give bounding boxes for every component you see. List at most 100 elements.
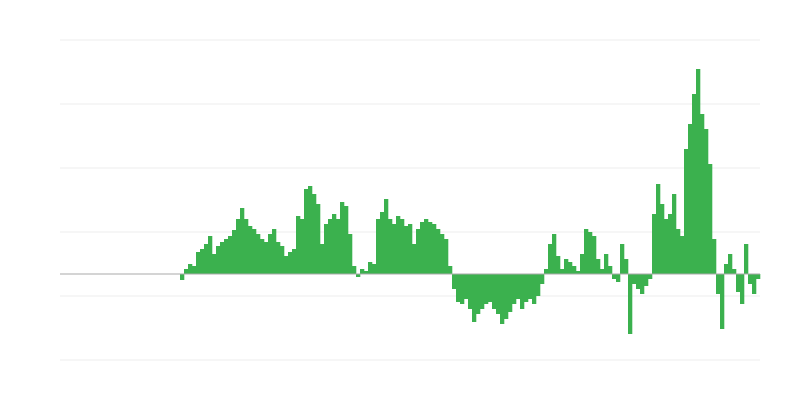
bar [300, 219, 305, 274]
bar [492, 274, 497, 309]
bar [340, 202, 345, 274]
bar [360, 269, 365, 274]
bar [428, 222, 433, 274]
bar [432, 224, 437, 274]
bar [204, 244, 209, 274]
bar [556, 256, 561, 274]
bar [676, 229, 681, 274]
bar [616, 274, 621, 282]
bar [664, 219, 669, 274]
bar [696, 69, 701, 274]
bar [708, 164, 713, 274]
bar [592, 236, 597, 274]
grid [60, 39, 760, 361]
bar [700, 114, 705, 274]
bar [724, 264, 729, 274]
bar [444, 239, 449, 274]
bar [680, 236, 685, 274]
bar [212, 254, 217, 274]
bar [192, 266, 197, 274]
bar [276, 242, 281, 274]
bar [604, 254, 609, 274]
bar [520, 274, 525, 309]
bar [268, 234, 273, 274]
bar [380, 212, 385, 274]
bar [568, 262, 573, 274]
bar [560, 269, 565, 274]
bar [440, 234, 445, 274]
bar [304, 189, 309, 274]
bar [716, 274, 721, 294]
bar [180, 274, 185, 280]
bar [528, 274, 533, 299]
bar [248, 226, 253, 274]
bar [692, 94, 697, 274]
bar [460, 274, 465, 304]
bar [668, 214, 673, 274]
bar [244, 219, 249, 274]
bar [652, 214, 657, 274]
bar [752, 274, 757, 294]
bar [408, 224, 413, 274]
bar [544, 269, 549, 274]
bar [328, 219, 333, 274]
bar [464, 274, 469, 299]
bar [564, 259, 569, 274]
bar [332, 214, 337, 274]
bar [452, 274, 457, 289]
bar [656, 184, 661, 274]
bar [468, 274, 473, 309]
bar [632, 274, 637, 284]
bar [368, 262, 373, 274]
bar [548, 244, 553, 274]
bar [392, 224, 397, 274]
bar [224, 239, 229, 274]
bar [284, 256, 289, 274]
bar [420, 222, 425, 274]
bar [236, 219, 241, 274]
bar [496, 274, 501, 314]
bar [688, 124, 693, 274]
bar [536, 274, 541, 296]
bar [448, 266, 453, 274]
bar [220, 242, 225, 274]
bar [316, 204, 321, 274]
bar [344, 206, 349, 274]
bar [740, 274, 745, 304]
bar [644, 274, 649, 286]
bar [348, 234, 353, 274]
bar [612, 274, 617, 279]
bar [376, 219, 381, 274]
bar [684, 149, 689, 274]
bar [620, 244, 625, 274]
bar [416, 229, 421, 274]
bar [624, 259, 629, 274]
bar [576, 271, 581, 274]
bars [180, 69, 761, 334]
bar [272, 229, 277, 274]
bar [256, 234, 261, 274]
bar [404, 226, 409, 274]
bar [412, 244, 417, 274]
bar [488, 274, 493, 302]
bar [288, 252, 293, 274]
bar [384, 199, 389, 274]
bar [712, 239, 717, 274]
bar [228, 236, 233, 274]
bar [196, 252, 201, 274]
bar [508, 274, 513, 312]
bar [456, 274, 461, 302]
bar [640, 274, 645, 294]
bar [732, 269, 737, 274]
bar [264, 242, 269, 274]
bar [672, 194, 677, 274]
bar [484, 274, 489, 304]
bar [532, 274, 537, 304]
bar [472, 274, 477, 322]
bar [512, 274, 517, 304]
bar [396, 216, 401, 274]
bar [280, 246, 285, 274]
bar [596, 259, 601, 274]
bar [660, 204, 665, 274]
